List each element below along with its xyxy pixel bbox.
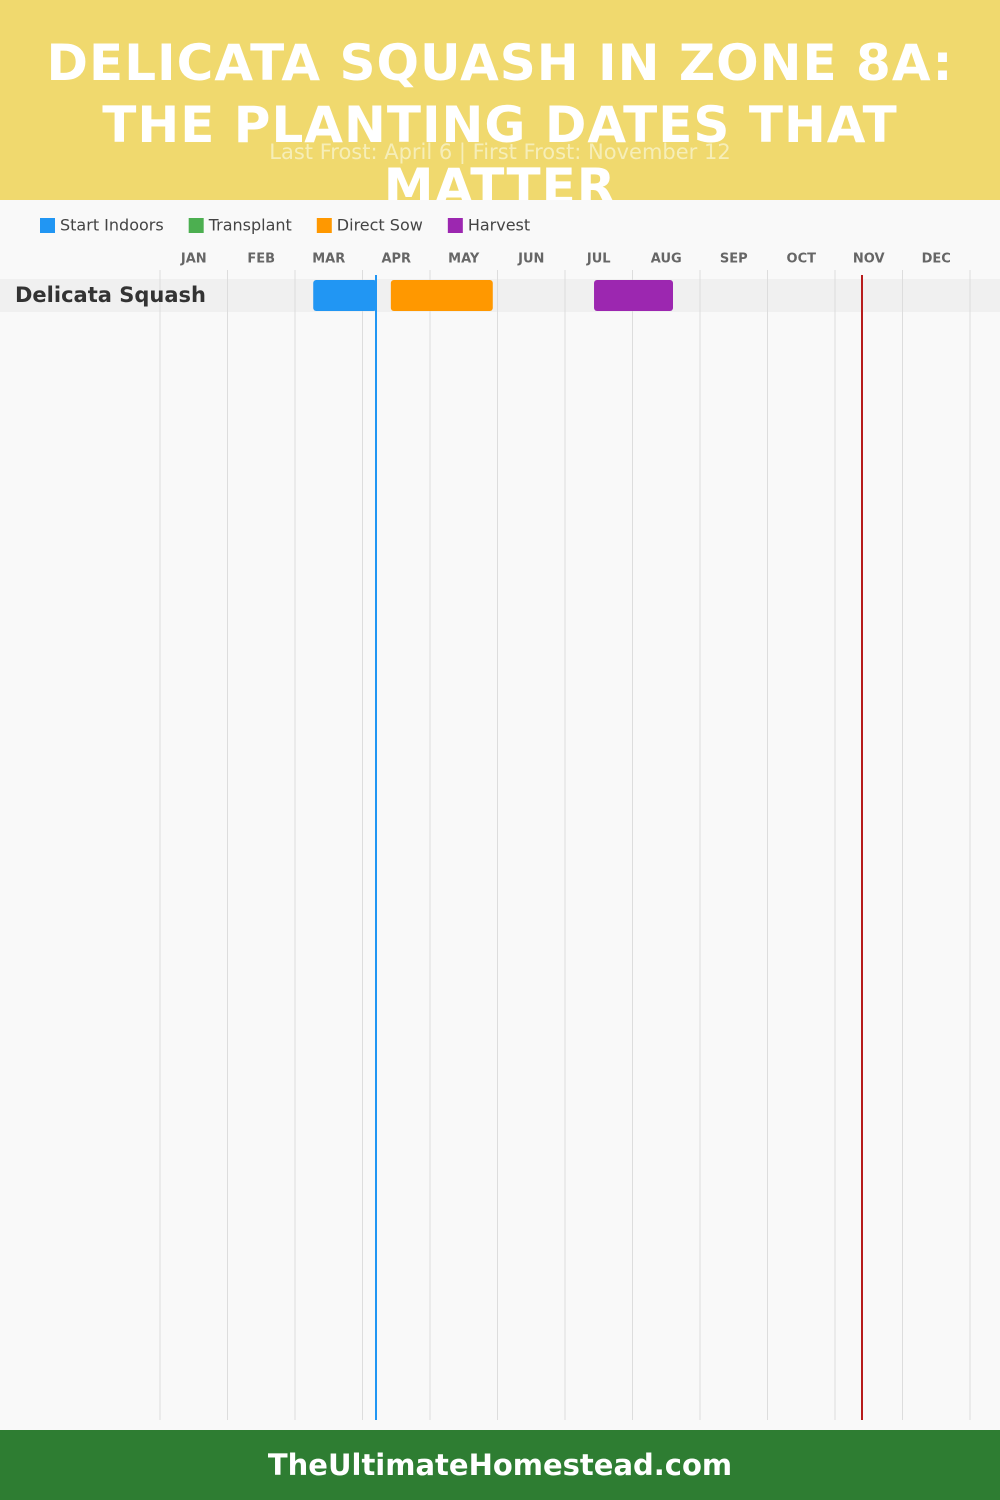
chart: Start Indoors Transplant Direct Sow Harvest…: [0, 216, 1000, 1420]
month-label: MAY: [448, 252, 480, 267]
month-label: JAN: [180, 252, 207, 267]
legend-label: Harvest: [468, 216, 530, 235]
month-label: NOV: [853, 252, 885, 267]
header: Last Frost: April 6 | First Frost: Novem…: [0, 0, 1000, 200]
legend-label: Transplant: [208, 216, 292, 235]
legend-label: Direct Sow: [337, 216, 423, 235]
legend-swatch: [316, 218, 332, 233]
title: DELICATA SQUASH IN ZONE 8A: THE PLANTING…: [46, 34, 954, 200]
bar: [594, 280, 673, 311]
bar: [313, 280, 377, 311]
subtitle: Last Frost: April 6 | First Frost: Novem…: [269, 140, 731, 164]
bar: [390, 280, 493, 311]
month-label: MAR: [312, 252, 345, 267]
footer: TheUltimateHomestead.com: [0, 1430, 1000, 1500]
month-label: JUN: [517, 252, 544, 267]
month-label: JUL: [586, 252, 611, 267]
legend-label: Start Indoors: [60, 216, 164, 235]
month-label: FEB: [247, 252, 275, 267]
legend-swatch: [447, 218, 463, 233]
month-label: OCT: [787, 252, 817, 267]
legend-swatch: [188, 218, 204, 233]
month-label: SEP: [720, 252, 748, 267]
month-label: AUG: [651, 252, 682, 267]
row-band: [0, 279, 1000, 312]
row-label: Delicata Squash: [15, 283, 206, 307]
legend-swatch: [40, 218, 55, 233]
month-label: DEC: [922, 252, 951, 267]
month-label: APR: [381, 252, 411, 267]
